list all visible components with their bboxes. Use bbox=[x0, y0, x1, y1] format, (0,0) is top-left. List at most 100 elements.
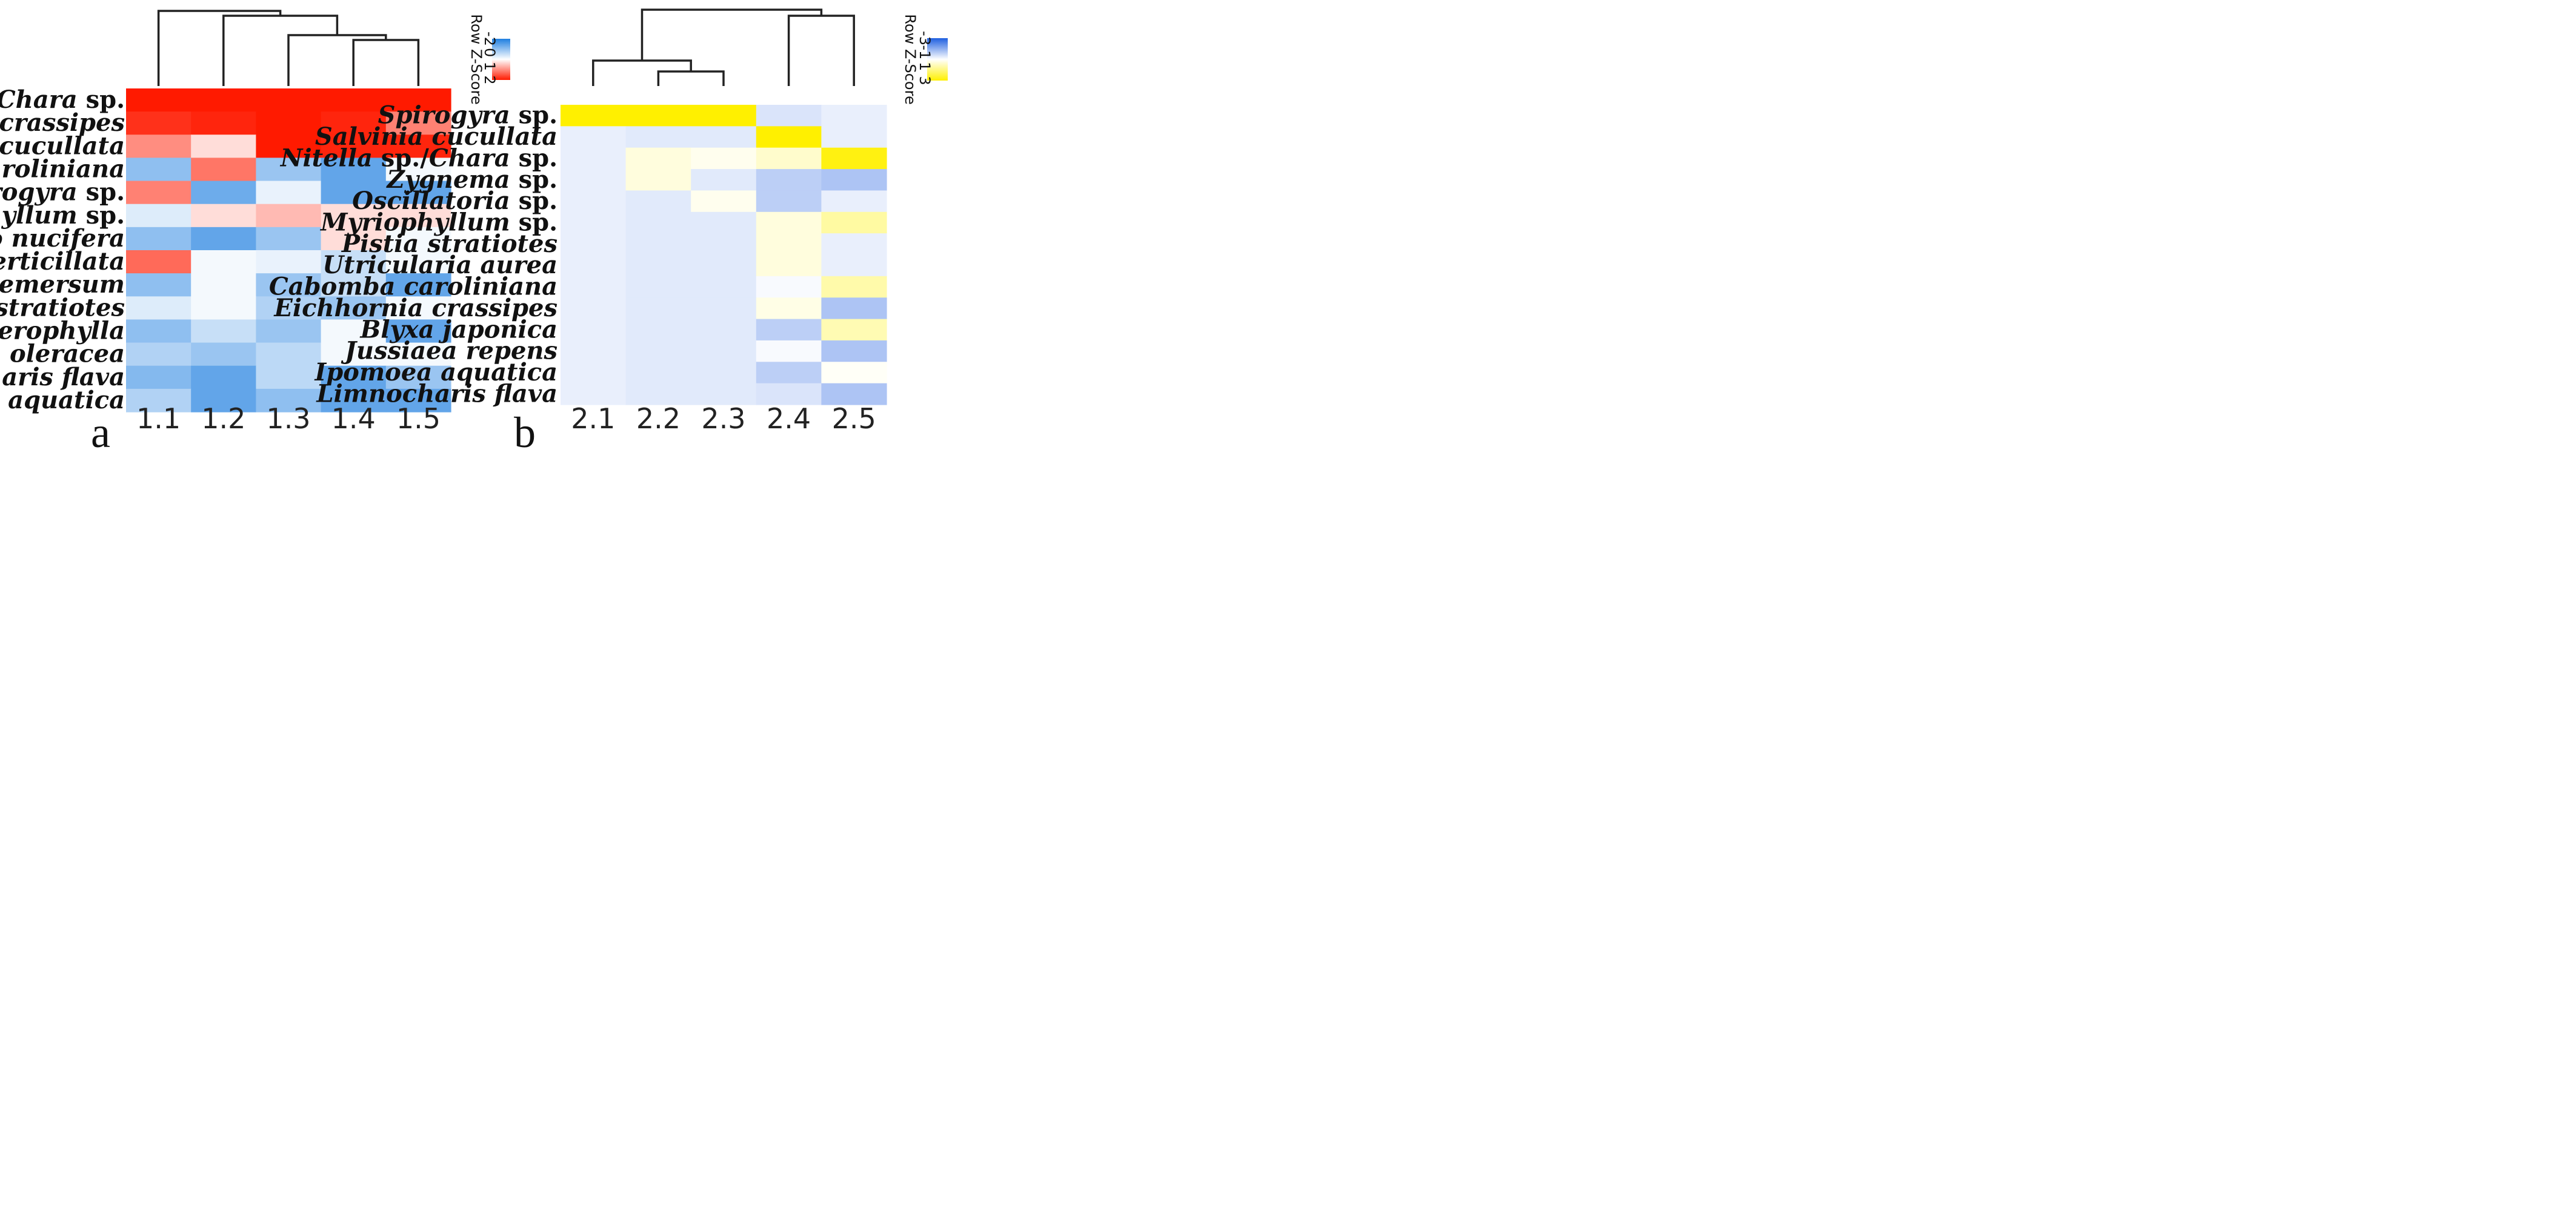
heatmap-cell bbox=[256, 158, 322, 182]
heatmap-cell bbox=[385, 158, 451, 182]
heatmap-cell bbox=[561, 319, 627, 341]
heatmap-cell bbox=[126, 296, 191, 320]
column-label: 1.4 bbox=[331, 402, 376, 435]
heatmap-cell bbox=[691, 169, 757, 191]
column-label: 2.5 bbox=[832, 402, 876, 435]
panel-b-color-key-ticks: -3-1 1 3 bbox=[916, 31, 933, 85]
heatmap-cell bbox=[191, 111, 256, 135]
color-key-tick: -3 bbox=[916, 31, 933, 45]
heatmap-cell bbox=[321, 227, 387, 251]
dendrogram-link bbox=[657, 70, 725, 86]
heatmap-cell bbox=[625, 211, 691, 234]
heatmap-cell bbox=[821, 211, 887, 234]
heatmap-cell bbox=[256, 88, 322, 112]
row-label: Pistia stratiotes bbox=[0, 293, 125, 322]
row-label: Cabomba caroliniana bbox=[0, 155, 125, 184]
panel-b-color-key-title: Row Z-Score bbox=[902, 14, 919, 104]
heatmap-cell bbox=[561, 211, 627, 234]
heatmap-cell bbox=[691, 254, 757, 277]
heatmap-cell bbox=[756, 340, 822, 362]
dendrogram-link bbox=[157, 10, 282, 86]
heatmap-cell bbox=[321, 181, 387, 205]
heatmap-cell bbox=[756, 362, 822, 384]
heatmap-cell bbox=[821, 297, 887, 320]
dendrogram-link bbox=[287, 34, 387, 86]
heatmap-cell bbox=[385, 134, 451, 159]
heatmap-cell bbox=[691, 105, 757, 127]
dendrogram-link bbox=[352, 39, 420, 86]
column-label: 2.4 bbox=[767, 402, 811, 435]
heatmap-cell bbox=[385, 342, 451, 367]
heatmap-cell bbox=[756, 383, 822, 405]
heatmap-cell bbox=[821, 105, 887, 127]
heatmap-cell bbox=[625, 383, 691, 405]
dendrogram-link bbox=[222, 15, 339, 86]
row-label: Zygnema sp. bbox=[385, 165, 557, 194]
heatmap-cell bbox=[385, 111, 451, 135]
heatmap-cell bbox=[821, 254, 887, 277]
heatmap-cell bbox=[691, 190, 757, 213]
row-label: Nitella sp./Chara sp. bbox=[279, 144, 557, 172]
heatmap-cell bbox=[821, 276, 887, 298]
heatmap-cell bbox=[321, 134, 387, 159]
heatmap-cell bbox=[385, 365, 451, 390]
heatmap-cell bbox=[756, 190, 822, 213]
column-label: 1.2 bbox=[201, 402, 245, 435]
color-key-tick: 2 bbox=[481, 75, 498, 84]
column-label: 2.3 bbox=[701, 402, 745, 435]
panel-b-color-key-bar bbox=[927, 38, 948, 81]
heatmap-cell bbox=[691, 319, 757, 341]
heatmap-cell bbox=[561, 254, 627, 277]
row-label: Eichhornia crassipes bbox=[273, 294, 557, 322]
heatmap-cell bbox=[126, 88, 191, 112]
panel-a-label: a bbox=[91, 408, 110, 457]
heatmap-cell bbox=[756, 211, 822, 234]
heatmap-cell bbox=[191, 319, 256, 343]
heatmap-cell bbox=[256, 296, 322, 320]
row-label: Neptunia oleracea bbox=[0, 340, 125, 368]
heatmap-cell bbox=[756, 233, 822, 256]
heatmap-cell bbox=[256, 365, 322, 390]
heatmap-cell bbox=[256, 319, 322, 343]
heatmap-cell bbox=[256, 204, 322, 228]
panel-a-column-dendrogram bbox=[157, 10, 420, 86]
heatmap-cell bbox=[756, 126, 822, 148]
panel-a-row-labels: Nitella sp./Chara sp.Eichhornia crassipe… bbox=[0, 85, 125, 414]
heatmap-cell bbox=[321, 319, 387, 343]
heatmap-cell bbox=[821, 362, 887, 384]
heatmap-cell bbox=[191, 342, 256, 367]
heatmap-cell bbox=[126, 181, 191, 205]
heatmap-cell bbox=[691, 340, 757, 362]
panel-b-column-labels: 2.1 2.2 2.3 2.4 2.5 bbox=[571, 402, 876, 435]
row-label: Nitella sp./Chara sp. bbox=[0, 85, 125, 114]
heatmap-cell bbox=[625, 340, 691, 362]
row-label: Eichhornia crassipes bbox=[0, 108, 125, 137]
heatmap-cell bbox=[126, 158, 191, 182]
heatmap-cell bbox=[126, 111, 191, 135]
color-key-tick: 1 bbox=[916, 62, 933, 71]
heatmap-cell bbox=[256, 134, 322, 159]
row-label: Pistia stratiotes bbox=[341, 230, 557, 258]
dendrogram-link bbox=[641, 8, 823, 61]
heatmap-cell bbox=[191, 273, 256, 297]
heatmap-cell bbox=[191, 158, 256, 182]
color-key-tick: 3 bbox=[916, 76, 933, 85]
heatmap-cell bbox=[625, 254, 691, 277]
heatmap-cell bbox=[126, 134, 191, 159]
heatmap-cell bbox=[756, 276, 822, 298]
panel-a-color-key-title: Row Z-Score bbox=[468, 14, 485, 104]
heatmap-cell bbox=[821, 126, 887, 148]
row-label: Cabomba caroliniana bbox=[269, 273, 557, 301]
panel-b-column-dendrogram bbox=[592, 8, 855, 86]
heatmap-cell bbox=[191, 365, 256, 390]
heatmap-cell bbox=[191, 204, 256, 228]
heatmap-cell bbox=[691, 276, 757, 298]
color-key-tick: 0 bbox=[481, 48, 498, 57]
heatmap-cell bbox=[821, 340, 887, 362]
heatmap-cell bbox=[561, 147, 627, 170]
row-label: Ipomoea aquatica bbox=[0, 386, 125, 414]
heatmap-cell bbox=[756, 254, 822, 277]
row-label: Limnocharis flava bbox=[0, 363, 125, 391]
heatmap-cell bbox=[821, 383, 887, 405]
column-label: 1.5 bbox=[396, 402, 441, 435]
